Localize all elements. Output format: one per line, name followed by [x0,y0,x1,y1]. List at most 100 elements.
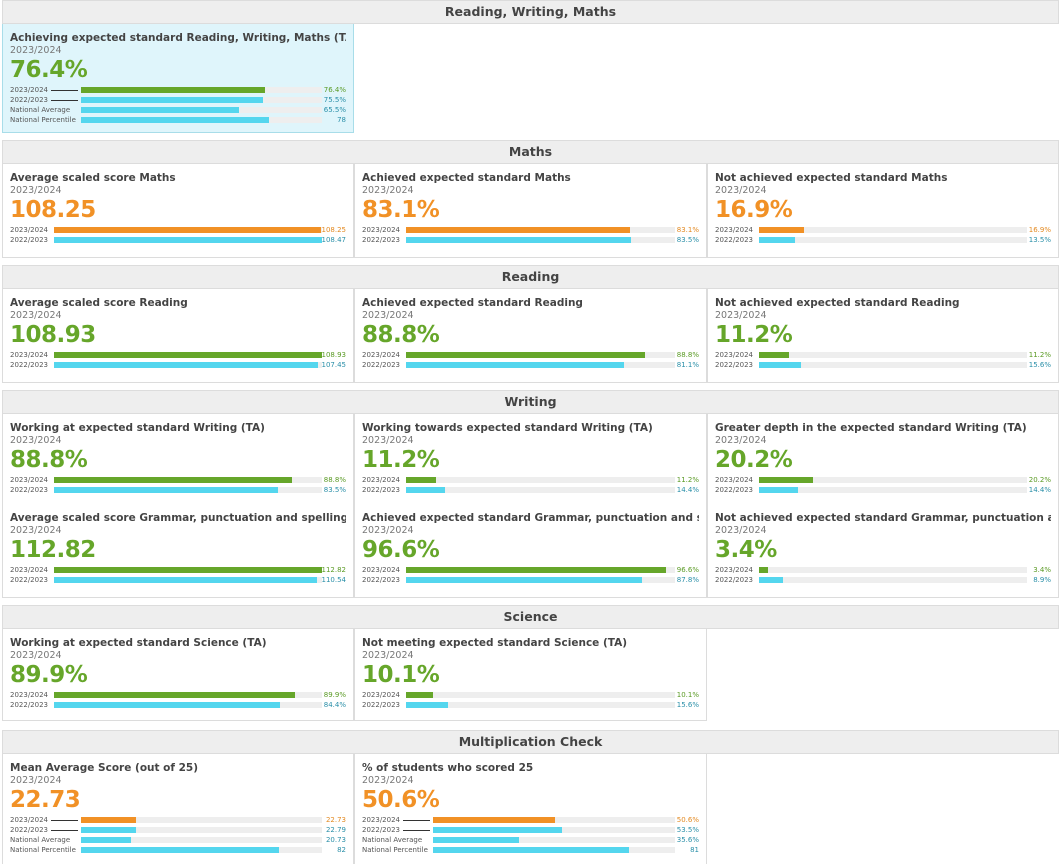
card-value: 22.73 [10,787,81,813]
card-year: 2023/2024 [362,435,414,446]
bar-track [406,362,675,368]
card-value: 10.1% [362,662,440,688]
bar-row: National Average 20.73 [10,835,346,845]
bar-fill [81,107,239,113]
bar-fill [81,117,269,123]
bar-track [81,817,322,823]
metric-card[interactable]: Average scaled score Grammar, punctuatio… [2,504,354,598]
bar-fill [759,352,790,358]
bar-label: 2022/2023 [715,486,753,494]
bar-row: 2023/2024 22.73 [10,815,346,825]
bar-fill [759,567,769,573]
bar-rows: 2023/2024 11.2% 2022/2023 14.4% [362,475,699,495]
bar-fill [81,837,131,843]
metric-card[interactable]: Achieved expected standard Reading 2023/2… [354,289,707,383]
bar-value: 3.4% [1033,566,1051,574]
bar-value: 50.6% [676,816,699,824]
card-year: 2023/2024 [10,525,62,536]
bar-track [759,362,1027,368]
card-year: 2023/2024 [10,45,62,56]
metric-card[interactable]: Not achieved expected standard Maths 2023… [707,164,1059,258]
section-cards: Achieving expected standard Reading, Wri… [2,24,1059,133]
card-title: Average scaled score Reading [10,297,188,309]
metric-card[interactable]: Greater depth in the expected standard W… [707,414,1059,506]
bar-label: 2022/2023 [362,701,400,709]
bar-track [54,352,322,358]
bar-row: 2022/2023 83.5% [10,485,346,495]
bar-row: 2022/2023 87.8% [362,575,699,585]
card-value: 11.2% [362,447,440,473]
bar-value: 13.5% [1028,236,1051,244]
bar-fill [759,477,814,483]
bar-value: 15.6% [1028,361,1051,369]
card-year: 2023/2024 [10,650,62,661]
bar-track [54,227,322,233]
bar-label: 2023/2024 [362,691,400,699]
bar-connector [51,100,78,101]
bar-row: 2022/2023 22.79 [10,825,346,835]
bar-connector [403,820,430,821]
bar-label: 2022/2023 [715,361,753,369]
metric-card[interactable]: Working towards expected standard Writin… [354,414,707,506]
bar-track [54,702,322,708]
metric-card[interactable]: Not achieved expected standard Reading 20… [707,289,1059,383]
bar-rows: 2023/2024 88.8% 2022/2023 81.1% [362,350,699,370]
bar-row: 2023/2024 16.9% [715,225,1051,235]
bar-value: 35.6% [676,836,699,844]
bar-track [54,692,322,698]
metric-card[interactable]: Achieving expected standard Reading, Wri… [2,24,354,133]
bar-track [433,817,675,823]
bar-row: 2023/2024 108.25 [10,225,346,235]
bar-row: 2023/2024 50.6% [362,815,699,825]
metric-card[interactable]: Not achieved expected standard Grammar, … [707,504,1059,598]
bar-track [81,827,322,833]
metric-card[interactable]: Average scaled score Reading 2023/2024 108… [2,289,354,383]
section-reading: Reading Average scaled score Reading 2023/… [2,265,1059,383]
bar-fill [54,362,319,368]
bar-row: 2022/2023 107.45 [10,360,346,370]
bar-fill [54,227,322,233]
bar-value: 78 [337,116,346,124]
metric-card[interactable]: % of students who scored 25 2023/2024 50.6… [354,754,707,864]
bar-label: 2022/2023 [362,826,400,834]
card-title: Greater depth in the expected standard W… [715,422,1027,434]
metric-card[interactable]: Mean Average Score (out of 25) 2023/2024 2… [2,754,354,864]
card-title: % of students who scored 25 [362,762,534,774]
bar-value: 16.9% [1028,226,1051,234]
bar-value: 107.45 [321,361,347,369]
bar-row: 2023/2024 89.9% [10,690,346,700]
bar-fill [433,827,563,833]
bar-label: 2023/2024 [362,566,400,574]
bar-track [81,87,322,93]
metric-card[interactable]: Working at expected standard Science (TA… [2,629,354,721]
bar-value: 87.8% [676,576,699,584]
metric-card[interactable]: Not meeting expected standard Science (T… [354,629,707,721]
bar-value: 14.4% [676,486,699,494]
bar-label: 2023/2024 [362,351,400,359]
bar-value: 11.2% [676,476,699,484]
metric-card[interactable]: Average scaled score Maths 2023/2024 108.2… [2,164,354,258]
bar-label: National Average [362,836,423,844]
metric-card[interactable]: Achieved expected standard Grammar, punc… [354,504,707,598]
bar-fill [433,837,520,843]
metric-card[interactable]: Working at expected standard Writing (TA… [2,414,354,506]
bar-value: 81.1% [676,361,699,369]
bar-row: 2022/2023 8.9% [715,575,1051,585]
section-maths: Maths Average scaled score Maths 2023/2024… [2,140,1059,258]
bar-fill [54,237,322,243]
card-year: 2023/2024 [362,310,414,321]
bar-rows: 2023/2024 89.9% 2022/2023 84.4% [10,690,346,710]
card-value: 88.8% [362,322,440,348]
section-cards: Mean Average Score (out of 25) 2023/2024 2… [2,754,1059,864]
bar-fill [81,97,263,103]
card-value: 76.4% [10,57,88,83]
card-title: Not achieved expected standard Maths [715,172,948,184]
section-multiplication-check: Multiplication Check Mean Average Score (… [2,730,1059,864]
card-value: 88.8% [10,447,88,473]
bar-value: 22.79 [325,826,346,834]
metric-card[interactable]: Achieved expected standard Maths 2023/202… [354,164,707,258]
bar-track [54,487,322,493]
card-year: 2023/2024 [715,310,767,321]
section-writing: Writing Working at expected standard Writ… [2,390,1059,598]
card-year: 2023/2024 [362,525,414,536]
